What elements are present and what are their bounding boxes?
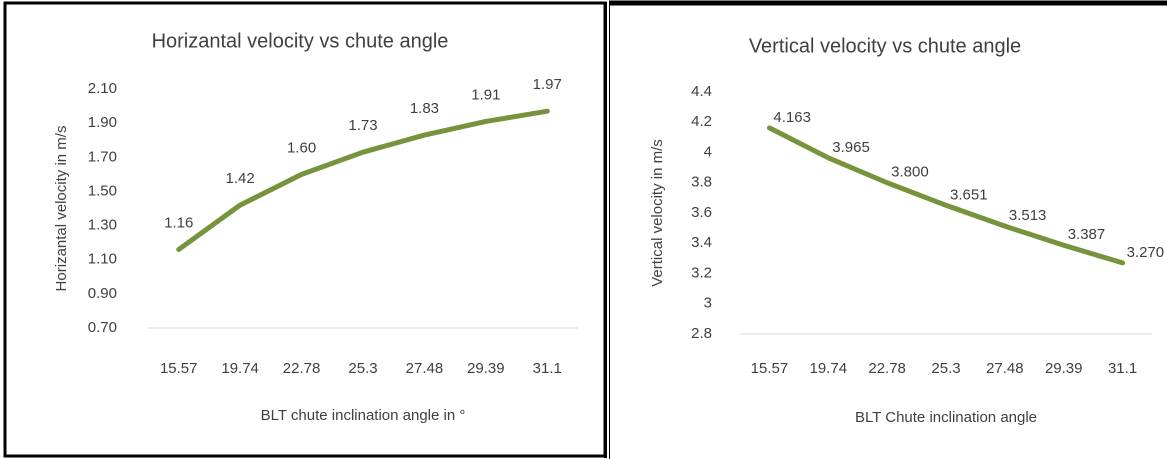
data-label: 3.513 (1009, 207, 1047, 224)
y-tick-label: 0.70 (88, 319, 117, 336)
y-tick-label: 1.90 (88, 114, 117, 131)
y-axis-label: Horizantal velocity in m/s (53, 126, 70, 292)
y-tick-label: 2.8 (691, 325, 712, 342)
y-tick-label: 3 (704, 295, 712, 312)
data-label: 3.800 (891, 164, 929, 181)
y-tick-label: 1.30 (88, 217, 117, 234)
data-label: 3.270 (1127, 244, 1165, 261)
y-tick-label: 3.6 (691, 204, 712, 221)
y-tick-label: 1.50 (88, 182, 117, 199)
data-label: 1.16 (164, 214, 193, 231)
data-label: 4.163 (773, 109, 811, 126)
data-label: 1.91 (471, 86, 500, 103)
y-tick-label: 2.10 (88, 80, 117, 97)
x-tick-label: 31.1 (1108, 360, 1137, 377)
line (766, 125, 1126, 266)
x-axis-label: BLT Chute inclination angle (855, 409, 1037, 426)
x-tick-label: 25.3 (931, 360, 960, 377)
y-tick-label: 4.2 (691, 113, 712, 130)
x-tick-label: 31.1 (533, 360, 562, 377)
x-axis-label: BLT chute inclination angle in ° (261, 407, 466, 424)
y-tick-label: 3.8 (691, 174, 712, 191)
x-tick-label: 15.57 (160, 360, 198, 377)
data-label: 1.97 (533, 76, 562, 93)
data-label: 3.651 (950, 186, 988, 203)
y-tick-label: 3.2 (691, 264, 712, 281)
data-label: 3.387 (1068, 226, 1106, 243)
data-label: 1.73 (348, 117, 377, 134)
y-tick-label: 1.70 (88, 148, 117, 165)
y-tick-label: 1.10 (88, 251, 117, 268)
x-tick-label: 29.39 (467, 360, 505, 377)
data-label: 3.965 (832, 139, 870, 156)
y-tick-label: 4.4 (691, 83, 712, 100)
x-tick-label: 15.57 (751, 360, 789, 377)
chart-title: Vertical velocity vs chute angle (749, 35, 1021, 57)
x-tick-label: 29.39 (1045, 360, 1083, 377)
y-tick-label: 3.4 (691, 234, 712, 251)
frame-divider (604, 2, 607, 458)
x-tick-label: 27.48 (986, 360, 1024, 377)
data-label: 1.60 (287, 139, 316, 156)
x-tick-label: 25.3 (348, 360, 377, 377)
y-tick-label: 4 (704, 143, 712, 160)
x-tick-label: 22.78 (868, 360, 906, 377)
data-label: 1.42 (226, 170, 255, 187)
y-axis-label: Vertical velocity in m/s (649, 139, 666, 287)
x-tick-label: 19.74 (810, 360, 848, 377)
y-tick-label: 0.90 (88, 285, 117, 302)
x-tick-label: 22.78 (283, 360, 321, 377)
x-tick-label: 19.74 (221, 360, 259, 377)
data-label: 1.83 (410, 100, 439, 117)
chart-title: Horizantal velocity vs chute angle (152, 30, 449, 52)
x-tick-label: 27.48 (406, 360, 444, 377)
line (176, 108, 550, 252)
